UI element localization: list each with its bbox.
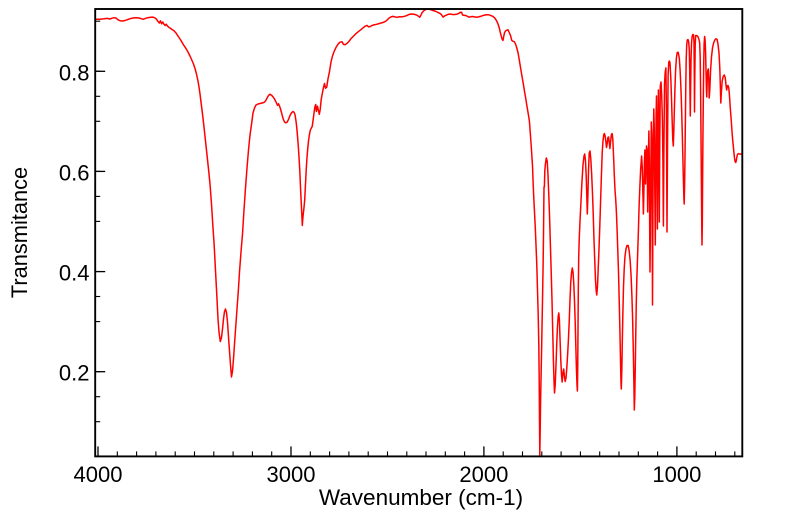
svg-text:4000: 4000	[74, 462, 123, 487]
svg-text:1000: 1000	[652, 462, 701, 487]
svg-text:0.4: 0.4	[59, 261, 90, 286]
svg-text:0.2: 0.2	[59, 361, 90, 386]
svg-text:0.8: 0.8	[59, 60, 90, 85]
svg-text:Transmitance: Transmitance	[7, 167, 32, 298]
svg-text:0.6: 0.6	[59, 160, 90, 185]
svg-text:Wavenumber (cm-1): Wavenumber (cm-1)	[319, 485, 523, 510]
svg-text:2000: 2000	[459, 462, 508, 487]
svg-text:3000: 3000	[267, 462, 316, 487]
